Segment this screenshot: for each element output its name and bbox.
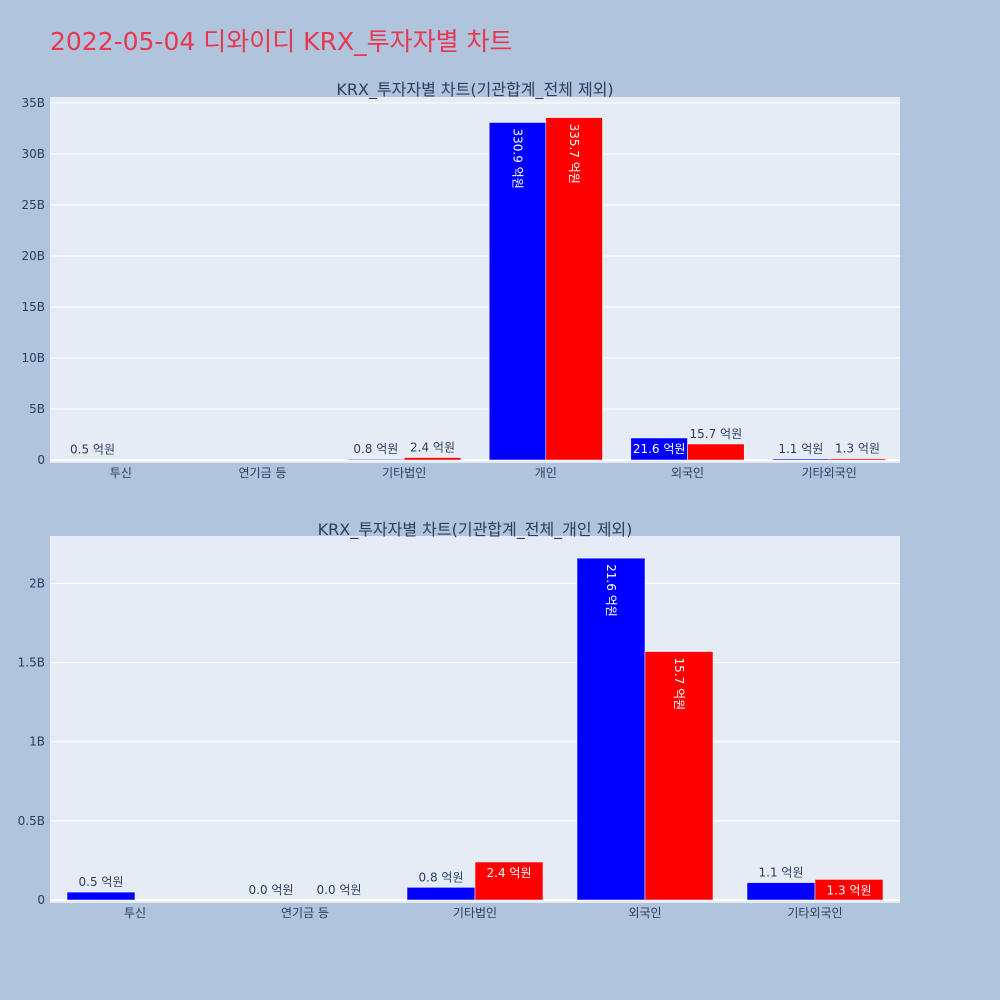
- y-tick-label: 0.5B: [18, 814, 45, 828]
- y-tick-label: 1B: [29, 735, 45, 749]
- data-label: 15.7 억원: [672, 658, 686, 711]
- x-tick-label: 기타외국인: [802, 466, 857, 480]
- bar: [772, 458, 830, 461]
- y-tick-label: 1.5B: [18, 656, 45, 670]
- chart-title: KRX_투자자별 차트(기관합계_전체_개인 제외): [318, 520, 633, 540]
- bar: [687, 443, 745, 461]
- y-tick-label: 2B: [29, 576, 45, 590]
- x-tick-label: 기타법인: [453, 906, 497, 920]
- data-label: 1.1 억원: [778, 442, 823, 456]
- data-label: 1.1 억원: [759, 866, 804, 880]
- x-tick-label: 연기금 등: [239, 466, 287, 480]
- y-tick-label: 10B: [21, 351, 45, 365]
- data-label: 2.4 억원: [410, 441, 455, 455]
- data-label: 0.0 억원: [317, 883, 362, 897]
- data-label: 330.9 억원: [511, 128, 525, 188]
- chart-bottom: 0 0.5B 1B 1.5B 2B KRX_투자자별 차트(기관합계_전체_개인 제외) 투…: [18, 520, 900, 920]
- data-label: 21.6 억원: [633, 442, 686, 456]
- x-tick-label: 기타법인: [382, 466, 426, 480]
- y-tick-label: 15B: [21, 300, 45, 314]
- x-tick-label: 외국인: [628, 906, 661, 920]
- y-tick-label: 30B: [21, 147, 45, 161]
- y-tick-label: 0: [37, 893, 45, 907]
- bar: [474, 861, 544, 901]
- bar: [63, 459, 122, 461]
- x-tick-label: 투신: [124, 906, 146, 920]
- data-label: 15.7 억원: [690, 427, 743, 441]
- bar: [488, 122, 547, 461]
- data-label: 2.4 억원: [487, 866, 532, 880]
- data-label: 0.8 억원: [419, 870, 464, 884]
- bar: [403, 457, 462, 461]
- x-tick-label: 개인: [535, 466, 557, 480]
- bar: [66, 891, 136, 901]
- data-label: 0.5 억원: [70, 442, 115, 456]
- x-tick-label: 기타외국인: [787, 906, 842, 920]
- bar: [814, 879, 884, 901]
- bar: [576, 557, 646, 901]
- bar: [347, 458, 405, 461]
- data-label: 335.7 억원: [567, 124, 581, 184]
- bar: [545, 117, 603, 461]
- data-label: 1.3 억원: [835, 442, 880, 456]
- data-label: 0.5 억원: [79, 875, 124, 889]
- x-tick-label: 외국인: [671, 466, 704, 480]
- bar: [746, 882, 816, 901]
- y-tick-label: 0: [37, 453, 45, 467]
- chart-top: 0 5B 10B 15B 20B 25B 30B 35B KRX_투자자별 차트(기관합계_전체…: [21, 80, 900, 480]
- y-tick-label: 20B: [21, 249, 45, 263]
- plot-area: [50, 97, 900, 463]
- x-tick-label: 연기금 등: [281, 906, 329, 920]
- chart-title: KRX_투자자별 차트(기관합계_전체 제외): [336, 80, 613, 100]
- bar: [644, 651, 714, 901]
- y-tick-label: 5B: [29, 402, 45, 416]
- data-label: 0.0 억원: [249, 883, 294, 897]
- bar: [828, 458, 887, 461]
- page-title: 2022-05-04 디와이디 KRX_투자자별 차트: [50, 27, 513, 56]
- x-tick-label: 투신: [110, 466, 132, 480]
- data-label: 21.6 억원: [604, 564, 618, 617]
- y-tick-label: 35B: [21, 96, 45, 110]
- data-label: 1.3 억원: [827, 883, 872, 897]
- data-label: 0.8 억원: [353, 442, 398, 456]
- bar: [406, 887, 476, 901]
- plot-area: [50, 536, 900, 903]
- y-tick-label: 25B: [21, 198, 45, 212]
